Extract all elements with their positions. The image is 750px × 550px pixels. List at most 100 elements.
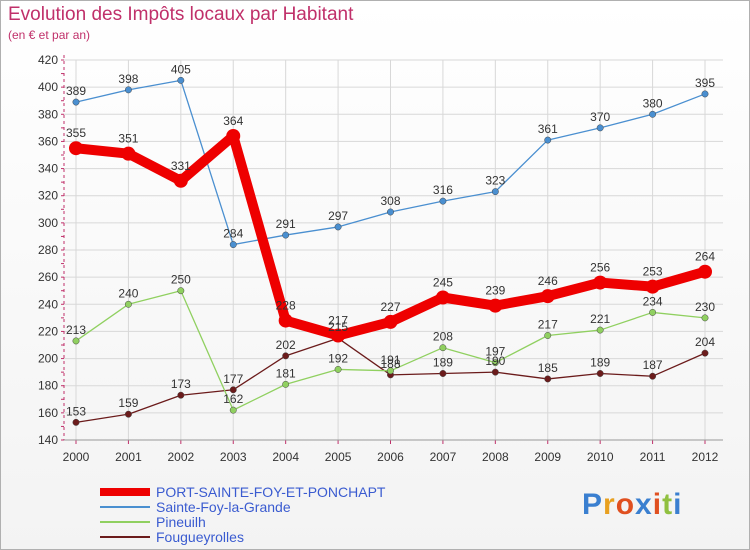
data-point	[540, 289, 555, 304]
data-label: 297	[328, 209, 348, 223]
x-tick-label: 2011	[640, 450, 666, 464]
data-label: 162	[223, 392, 243, 406]
x-tick-label: 2001	[115, 450, 142, 464]
x-tick-label: 2012	[692, 450, 719, 464]
data-point	[491, 368, 499, 376]
y-tick-label: 140	[38, 433, 58, 447]
data-label: 192	[328, 351, 348, 365]
x-tick-label: 2008	[482, 450, 509, 464]
chart-title: Evolution des Impôts locaux par Habitant	[8, 4, 354, 25]
data-label: 351	[118, 132, 138, 146]
y-tick-label: 240	[38, 297, 58, 311]
legend-item-port-sainte-foy: PORT-SAINTE-FOY-ET-PONCHAPT	[100, 484, 385, 500]
data-label: 323	[485, 174, 505, 188]
legend-label: PORT-SAINTE-FOY-ET-PONCHAPT	[156, 484, 386, 500]
data-label: 246	[538, 274, 558, 288]
data-point	[596, 370, 604, 377]
data-point	[701, 349, 709, 357]
data-label: 234	[643, 294, 663, 308]
data-point	[387, 367, 394, 375]
data-label: 177	[223, 372, 243, 386]
legend-item-sainte-foy-la-grande: Sainte-Foy-la-Grande	[100, 499, 291, 515]
data-point	[334, 365, 342, 373]
data-point	[649, 308, 657, 316]
y-tick-label: 300	[38, 216, 58, 230]
data-label: 202	[276, 338, 296, 352]
legend-swatch	[100, 506, 150, 508]
y-tick-label: 180	[38, 379, 58, 393]
data-label: 204	[695, 335, 715, 349]
data-label: 364	[223, 114, 243, 128]
data-label: 189	[590, 356, 610, 370]
data-label: 159	[118, 396, 138, 410]
data-label: 185	[538, 361, 558, 375]
data-point	[645, 279, 660, 294]
data-label: 215	[328, 320, 348, 334]
data-label: 197	[485, 345, 505, 359]
data-point	[278, 313, 293, 328]
data-point	[69, 141, 83, 156]
chart-subtitle: (en € et par an)	[8, 28, 91, 42]
data-point	[439, 197, 447, 205]
y-tick-label: 200	[38, 352, 58, 366]
data-point	[701, 314, 709, 322]
data-point	[124, 410, 132, 418]
data-label: 191	[380, 353, 400, 367]
logo-letter: i	[652, 488, 663, 521]
data-point	[72, 98, 80, 106]
legend-label: Sainte-Foy-la-Grande	[156, 499, 291, 515]
data-point	[229, 386, 237, 394]
proxiti-logo: Proxiti	[582, 488, 682, 522]
data-point	[177, 391, 185, 399]
data-point	[544, 332, 552, 339]
x-tick-label: 2004	[272, 450, 299, 464]
data-label: 395	[695, 76, 715, 90]
data-label: 245	[433, 276, 453, 290]
data-point	[282, 352, 290, 360]
data-point	[72, 337, 80, 345]
legend-label: Pineuilh	[156, 514, 206, 530]
x-tick-label: 2007	[430, 450, 457, 464]
x-tick-label: 2000	[63, 450, 90, 464]
y-tick-label: 260	[38, 270, 58, 284]
data-label: 331	[171, 159, 191, 173]
data-label: 253	[643, 265, 663, 279]
data-label: 240	[118, 286, 138, 300]
data-label: 230	[695, 300, 715, 314]
y-tick-label: 320	[38, 189, 58, 203]
data-point	[229, 406, 237, 414]
data-point	[387, 208, 394, 216]
data-point	[593, 275, 608, 290]
data-point	[226, 129, 241, 143]
data-point	[124, 86, 132, 94]
data-label: 291	[276, 217, 296, 231]
data-label: 256	[590, 261, 610, 275]
data-label: 213	[66, 323, 86, 337]
data-point	[334, 223, 342, 231]
logo-letter: i	[673, 488, 683, 521]
data-point	[701, 90, 709, 98]
data-label: 398	[118, 72, 138, 86]
data-point	[596, 326, 604, 334]
data-label: 153	[66, 404, 86, 418]
x-tick-label: 2005	[325, 450, 352, 464]
data-label: 405	[171, 62, 191, 76]
data-point	[229, 241, 237, 249]
data-label: 264	[695, 250, 715, 264]
data-point	[177, 76, 185, 84]
data-label: 217	[328, 314, 348, 328]
data-label: 221	[590, 312, 610, 326]
data-label: 173	[171, 377, 191, 391]
data-label: 189	[433, 356, 453, 370]
data-point	[173, 173, 188, 188]
x-tick-label: 2003	[220, 450, 247, 464]
data-point	[282, 380, 290, 388]
logo-letter: r	[603, 488, 616, 521]
x-tick-label: 2002	[167, 450, 194, 464]
data-label: 355	[66, 126, 86, 140]
y-tick-label: 220	[38, 324, 58, 338]
y-tick-label: 340	[38, 162, 58, 176]
y-tick-label: 380	[38, 107, 58, 121]
y-tick-label: 280	[38, 243, 58, 257]
